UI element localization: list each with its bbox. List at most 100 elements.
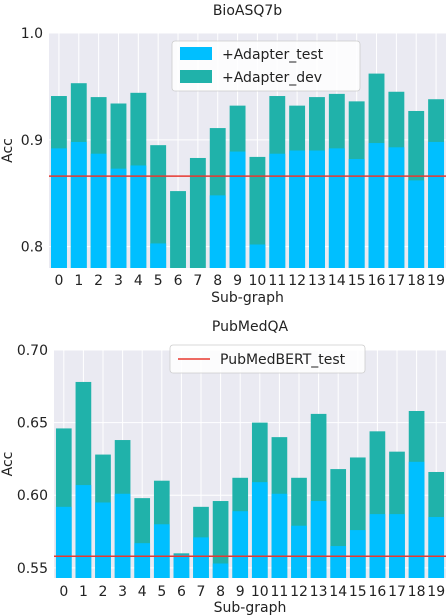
chart1-xtick-label: 13 <box>308 273 326 289</box>
chart2-bar-test-15 <box>349 530 366 578</box>
chart1-bar-test-0 <box>50 148 67 268</box>
chart1-bar-test-4 <box>130 165 147 268</box>
chart1-title: BioASQ7b <box>213 3 282 19</box>
chart2-bar-test-12 <box>291 525 307 578</box>
chart2-legend-label-baseline: PubMedBERT_test <box>220 352 346 368</box>
chart2-xtick-label: 1 <box>79 584 88 600</box>
chart1-bar-test-1 <box>70 141 87 268</box>
chart2-bar-test-13 <box>310 501 327 578</box>
chart1-bar-test-18 <box>408 180 425 268</box>
chart1-xtick-label: 3 <box>114 273 123 289</box>
chart2-title: PubMedQA <box>212 319 289 335</box>
chart1-legend-label-dev: +Adapter_dev <box>222 70 322 86</box>
chart1-xtick-label: 16 <box>368 273 386 289</box>
chart1-xtick-label: 19 <box>427 273 445 289</box>
chart1-bar-test-9 <box>229 151 246 268</box>
chart1-bar-test-13 <box>309 150 325 268</box>
chart2-xtick-label: 10 <box>251 584 269 600</box>
chart2-ytick-label: 0.70 <box>17 343 48 359</box>
chart1-ytick-label: 0.9 <box>21 133 43 149</box>
chart1-xtick-label: 0 <box>54 273 63 289</box>
chart1-xtick-label: 7 <box>193 273 202 289</box>
chart1-xtick-label: 11 <box>268 273 286 289</box>
chart1-ytick-label: 0.8 <box>21 240 43 256</box>
chart1-y-axis-label: Acc <box>0 138 16 163</box>
chart1-bar-dev-10 <box>249 156 266 268</box>
chart1-xtick-label: 8 <box>213 273 222 289</box>
chart1-xtick-label: 15 <box>348 273 366 289</box>
chart1-bar-test-3 <box>110 168 127 268</box>
chart2-legend-box <box>169 344 366 374</box>
chart2-xtick-label: 18 <box>408 584 426 600</box>
chart2-bar-dev-8 <box>212 501 229 578</box>
chart1-xtick-label: 2 <box>94 273 103 289</box>
chart1-xtick-label: 17 <box>387 273 405 289</box>
chart1-xtick-label: 10 <box>249 273 267 289</box>
chart2-y-axis-label: Acc <box>0 452 16 477</box>
chart2-xtick-label: 12 <box>290 584 308 600</box>
chart2-bar-test-7 <box>193 537 209 578</box>
chart2-xtick-label: 14 <box>329 584 347 600</box>
chart1-legend-box <box>171 40 361 92</box>
chart2-bar-test-1 <box>75 485 92 578</box>
chart1-xtick-label: 12 <box>288 273 306 289</box>
chart2-xtick-label: 7 <box>197 584 206 600</box>
chart2-bar-test-6 <box>173 554 190 578</box>
chart2-bar-test-11 <box>271 493 288 578</box>
chart1-legend-swatch-dev <box>180 70 212 83</box>
chart2-bar-test-10 <box>251 482 268 578</box>
chart2-bar-test-2 <box>95 502 111 578</box>
chart1-bar-test-10 <box>249 244 266 268</box>
chart1-bar-dev-7 <box>189 157 206 268</box>
chart1-bar-test-17 <box>388 147 405 268</box>
chart2-bar-test-19 <box>428 517 445 578</box>
chart2-bar-test-4 <box>134 543 151 578</box>
chart1-bar-test-15 <box>348 159 365 268</box>
chart2-xtick-label: 16 <box>368 584 386 600</box>
chart2-xtick-label: 9 <box>236 584 245 600</box>
chart1-bar-test-14 <box>328 148 345 268</box>
chart1-xtick-label: 5 <box>154 273 163 289</box>
chart2-bar-test-14 <box>330 546 347 578</box>
chart1-legend-swatch-test <box>180 47 212 60</box>
chart2-xtick-label: 2 <box>99 584 108 600</box>
chart1-bar-test-5 <box>150 243 167 268</box>
chart1-xtick-label: 6 <box>174 273 183 289</box>
chart2-ytick-label: 0.60 <box>17 488 48 504</box>
chart2-ytick-label: 0.55 <box>17 561 48 577</box>
chart2-xtick-label: 11 <box>270 584 288 600</box>
chart2-bar-test-8 <box>212 563 229 578</box>
chart2-xtick-label: 3 <box>118 584 127 600</box>
chart1-bar-test-11 <box>269 153 286 268</box>
chart1-bar-test-16 <box>368 143 385 268</box>
chart2-xtick-label: 19 <box>427 584 445 600</box>
chart2-xtick-label: 15 <box>349 584 367 600</box>
chart2-plot-area <box>54 350 446 578</box>
chart2-bar-test-5 <box>153 524 170 578</box>
chart1-xtick-label: 18 <box>407 273 425 289</box>
chart2-xtick-label: 8 <box>216 584 225 600</box>
chart1-bar-test-8 <box>209 195 226 268</box>
chart2-xtick-label: 17 <box>388 584 406 600</box>
chart1-bar-test-2 <box>90 153 107 268</box>
chart1-legend-label-test: +Adapter_test <box>222 47 324 63</box>
chart2-bar-test-16 <box>369 514 386 578</box>
chart2-ytick-label: 0.65 <box>17 416 48 432</box>
chart1-bar-test-19 <box>428 141 445 268</box>
chart2-xtick-label: 6 <box>177 584 186 600</box>
chart2-bar-test-18 <box>408 461 425 578</box>
chart2-xtick-label: 5 <box>157 584 166 600</box>
chart1-ytick-label: 1.0 <box>21 26 43 42</box>
chart2-xtick-label: 13 <box>310 584 328 600</box>
chart1-xtick-label: 1 <box>74 273 83 289</box>
chart2-bar-test-0 <box>55 506 72 578</box>
chart1-bar-dev-6 <box>170 191 186 268</box>
chart1-bar-test-12 <box>289 150 306 268</box>
chart2-bar-test-17 <box>389 514 405 578</box>
chart1-xtick-label: 14 <box>328 273 346 289</box>
chart2-xtick-label: 0 <box>59 584 68 600</box>
chart2-xtick-label: 4 <box>138 584 147 600</box>
chart2-bar-test-3 <box>114 493 131 578</box>
chart1-xtick-label: 9 <box>233 273 242 289</box>
